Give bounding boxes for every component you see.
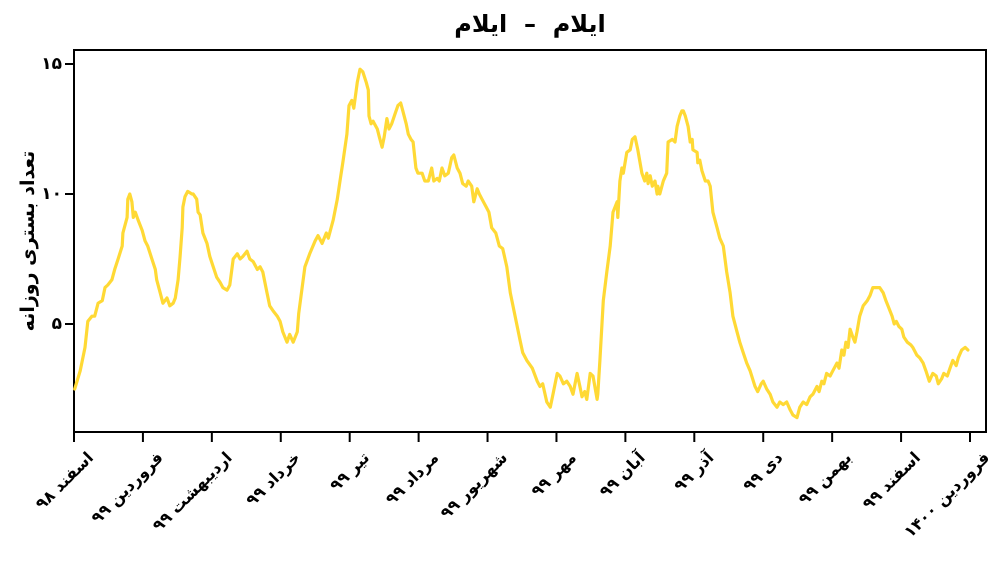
series-line-ایلام bbox=[73, 67, 970, 420]
y-tick-label: ۵ bbox=[51, 314, 62, 334]
y-tick-label: ۱۵ bbox=[41, 54, 62, 74]
y-tick-label: ۱۰ bbox=[41, 184, 62, 204]
y-axis-title: تعداد بستری روزانه bbox=[17, 150, 39, 332]
chart-title: ایلام – ایلام bbox=[454, 10, 606, 38]
plot-box bbox=[73, 49, 987, 433]
